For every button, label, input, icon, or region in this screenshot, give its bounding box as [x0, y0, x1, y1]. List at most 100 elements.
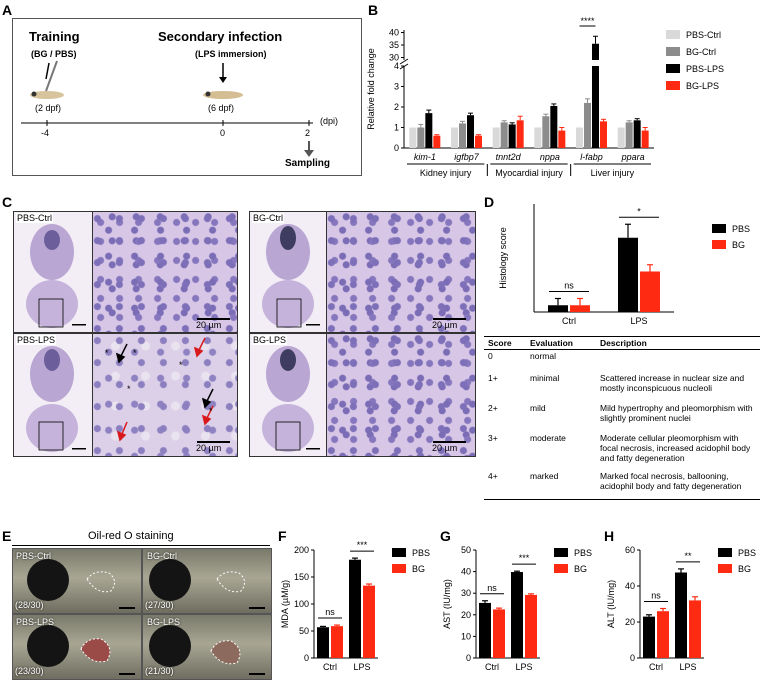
chart-h: 0 20 40 60 ALT (IU/mg) Ctrl ns LPS ** PBS BG — [606, 545, 756, 672]
scale-c-2: 20 µm — [432, 320, 458, 330]
training-sub: (BG / PBS) — [31, 49, 77, 59]
svg-text:*: * — [179, 360, 183, 370]
scalebar-c-3 — [197, 441, 230, 443]
label-c-bg-ctrl: BG-Ctrl — [252, 213, 284, 223]
y-tick-label: 40 — [461, 567, 471, 577]
legend-label: BG — [738, 564, 751, 574]
bar — [657, 611, 669, 658]
bar — [643, 616, 655, 658]
bar — [459, 123, 466, 148]
legend-swatch — [712, 240, 726, 249]
axis-unit: (dpi) — [320, 116, 339, 126]
legend-swatch — [554, 548, 568, 557]
row1-description: Scattered increase in nuclear size and m… — [600, 372, 745, 393]
group-label: Liver injury — [591, 168, 635, 178]
x-tick-label: ppara — [621, 152, 645, 162]
row0-score: 0 — [488, 351, 493, 361]
bar — [592, 66, 599, 148]
th-description: Description — [596, 336, 760, 350]
legend-label: BG-Ctrl — [686, 47, 716, 57]
row3-description: Moderate cellular pleomorphism with foca… — [600, 432, 751, 463]
y-tick-label: 10 — [461, 631, 471, 641]
x-tick-label: l-fabp — [580, 152, 603, 162]
y-tick-label: 20 — [461, 610, 471, 620]
x-tick-label: Ctrl — [649, 662, 663, 672]
chart-d: Histology score Ctrl ns LPS * PBS BG — [498, 204, 750, 326]
y-tick-label: 3 — [394, 82, 399, 92]
bar — [617, 127, 625, 148]
bar — [675, 572, 687, 658]
th-evaluation: Evaluation — [526, 336, 596, 350]
row1-score: 1+ — [488, 372, 498, 383]
chart-g: 0 10 20 30 40 50 AST (IU/mg) Ctrl ns LPS *** PBS BG — [442, 545, 592, 672]
group-label: Kidney injury — [420, 168, 472, 178]
section-bg-lps — [249, 333, 327, 457]
histology-score-table: Score Evaluation Description 0 normal 1+… — [484, 336, 760, 500]
bar — [467, 115, 474, 148]
section-bg-ctrl — [249, 211, 327, 333]
row3-score: 3+ — [488, 432, 498, 443]
bar — [508, 124, 516, 148]
chart-f: 0 50 100 150 200 MDA (µM/g) Ctrl ns LPS *** PBS BG — [280, 540, 430, 672]
bar — [475, 135, 482, 148]
legend-label: BG — [574, 564, 587, 574]
legend-swatch — [666, 30, 680, 39]
legend-swatch — [718, 548, 732, 557]
label-c-bg-lps: BG-LPS — [252, 335, 288, 345]
y-tick-label: 0 — [304, 653, 309, 663]
axis-break — [399, 58, 409, 65]
row4-score: 4+ — [484, 469, 526, 500]
bar — [548, 305, 568, 312]
row0-evaluation: normal — [530, 351, 556, 361]
y-tick-label: 60 — [625, 545, 635, 555]
y-tick-label: 150 — [294, 572, 309, 582]
liver-bg-lps — [326, 333, 476, 457]
bar — [641, 130, 649, 148]
legend-swatch — [554, 564, 568, 573]
bar — [550, 105, 558, 148]
panel-letter-b: B — [368, 2, 379, 18]
y-tick-label: 20 — [625, 617, 635, 627]
panel-a-box: Training (BG / PBS) Secondary infection … — [12, 18, 362, 176]
bar — [516, 120, 524, 148]
label-c-pbs-lps: PBS-LPS — [16, 335, 57, 345]
liver-bg-ctrl — [326, 211, 476, 333]
legend-swatch — [712, 224, 726, 233]
bar — [451, 127, 458, 148]
liver-pbs-lps: * * * * * — [92, 333, 238, 457]
legend-swatch — [666, 64, 680, 73]
row4-description: Marked focal necrosis, ballooning, acido… — [596, 469, 760, 500]
y-tick-label: 200 — [294, 545, 309, 555]
legend-swatch — [666, 81, 680, 90]
scalebar-c-1 — [197, 318, 230, 320]
x-tick-label: tnnt2d — [496, 152, 522, 162]
count-e-pbs-ctrl: (28/30) — [15, 600, 44, 610]
legend-swatch — [718, 564, 732, 573]
bar — [534, 127, 542, 148]
panel-letter-e: E — [2, 528, 12, 544]
row2-score: 2+ — [488, 402, 498, 413]
bar — [331, 626, 343, 658]
y-tick-label: 0 — [630, 653, 635, 663]
legend-label: BG — [412, 564, 425, 574]
bar — [511, 572, 523, 658]
x-tick-label: kim-1 — [414, 152, 436, 162]
section-pbs-ctrl — [13, 211, 93, 333]
row3-evaluation: moderate — [530, 432, 566, 443]
legend-label: PBS — [574, 548, 592, 558]
legend-swatch — [392, 548, 406, 557]
y-tick-label: 100 — [294, 599, 309, 609]
bar — [558, 130, 566, 148]
th-score: Score — [484, 336, 526, 350]
panel-letter-h: H — [604, 528, 615, 544]
svg-text:*: * — [209, 406, 213, 416]
bar — [600, 121, 607, 148]
sampling-label: Sampling — [285, 158, 331, 169]
y-axis-label: AST (IU/mg) — [442, 579, 452, 629]
svg-text:*: * — [105, 348, 109, 358]
y-tick-label: 35 — [389, 40, 399, 50]
x-tick-label: Ctrl — [562, 316, 576, 326]
x-tick-label: LPS — [515, 662, 532, 672]
bar — [500, 122, 508, 148]
bar — [479, 602, 491, 658]
